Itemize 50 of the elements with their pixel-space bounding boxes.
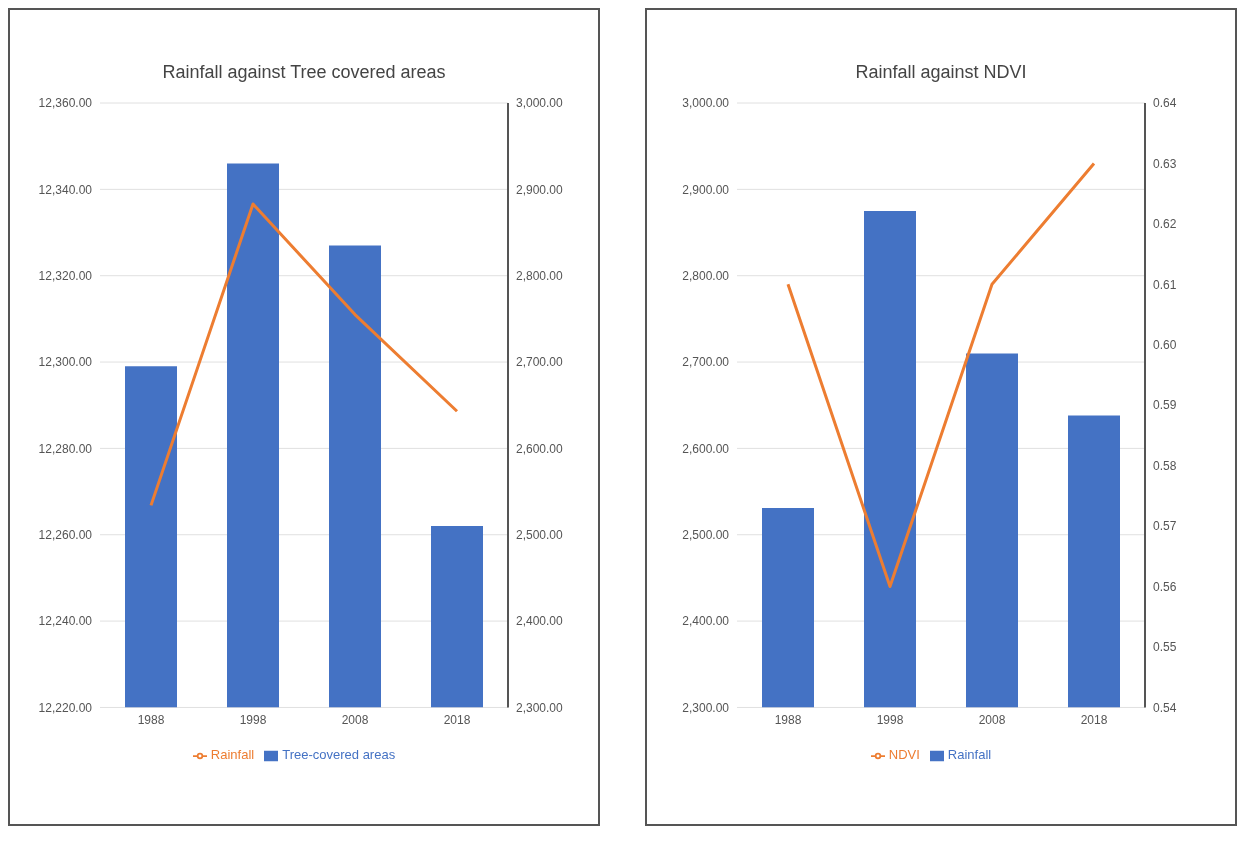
x-tick-label: 1998 [239,712,267,727]
y-tick-label: 12,260.00 [38,528,93,542]
y2-tick-label: 0.63 [1153,156,1177,171]
y2-tick-label: 0.58 [1153,458,1177,473]
y-tick-label: 12,340.00 [38,182,93,197]
y2-tick-label: 0.55 [1153,640,1177,655]
y2-tick-label: 0.61 [1153,277,1177,292]
y2-tick-label: 0.56 [1153,579,1177,594]
y2-tick-label: 0.59 [1153,398,1177,413]
y2-tick-label: 2,600.00 [516,441,564,456]
y2-tick-label: 2,800.00 [516,268,564,283]
y-tick-label: 2,500.00 [682,528,730,542]
chart-title: Rainfall against Tree covered areas [161,62,447,83]
legend-label: Tree-covered areas [282,747,396,763]
y2-tick-label: 2,500.00 [516,528,564,542]
y-tick-label: 12,300.00 [38,355,93,370]
y2-tick-label: 2,700.00 [516,355,564,370]
y2-tick-label: 0.62 [1153,217,1177,232]
y-tick-label: 12,360.00 [38,96,93,111]
x-tick-label: 1988 [137,712,165,727]
y-tick-label: 12,320.00 [38,268,93,283]
chart-title: Rainfall against NDVI [854,62,1028,83]
y-tick-label: 2,700.00 [682,355,730,370]
legend-label: Rainfall [947,747,992,763]
y-tick-label: 12,220.00 [38,700,93,715]
y2-tick-label: 0.64 [1153,96,1177,111]
y2-tick-label: 0.60 [1153,338,1177,353]
y2-tick-label: 0.54 [1153,700,1177,715]
x-tick-label: 2018 [1080,712,1108,727]
line-series [149,202,459,507]
y2-tick-label: 3,000.00 [516,96,564,111]
y-tick-label: 2,300.00 [682,700,730,715]
x-tick-label: 1988 [774,712,802,727]
x-tick-label: 1998 [876,712,904,727]
legend-label: Rainfall [210,747,255,763]
y-tick-label: 2,400.00 [682,614,730,629]
legend-label: NDVI [888,747,920,763]
y-tick-label: 12,240.00 [38,614,93,629]
y2-tick-label: 2,400.00 [516,614,564,629]
x-tick-label: 2008 [341,712,369,727]
y-tick-label: 2,800.00 [682,268,730,283]
x-tick-label: 2018 [443,712,471,727]
y-tick-label: 2,600.00 [682,441,730,456]
y2-tick-label: 0.57 [1153,519,1177,534]
y-tick-label: 3,000.00 [682,96,730,111]
x-tick-label: 2008 [978,712,1006,727]
y-tick-label: 2,900.00 [682,182,730,197]
y-tick-label: 12,280.00 [38,441,93,456]
y2-tick-label: 2,900.00 [516,182,564,197]
y2-tick-label: 2,300.00 [516,700,564,715]
